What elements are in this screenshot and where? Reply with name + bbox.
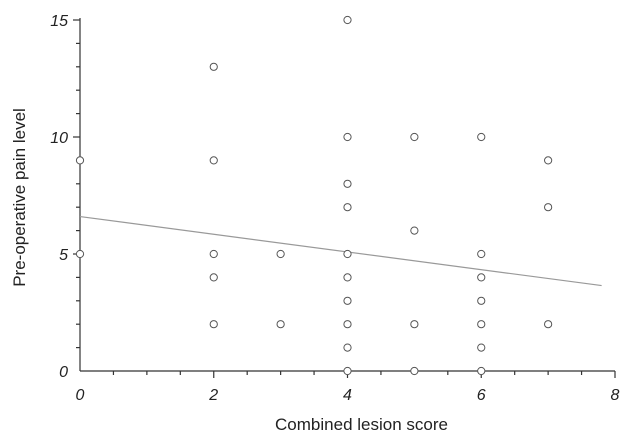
- data-point: [343, 366, 352, 376]
- data-point: [209, 156, 218, 165]
- axes: [79, 18, 615, 372]
- data-point: [410, 226, 419, 235]
- data-point: [343, 15, 352, 25]
- y-tick-label: 5: [59, 247, 68, 264]
- data-point: [477, 249, 486, 259]
- data-point: [343, 343, 352, 352]
- y-tick-label: 10: [50, 130, 68, 147]
- y-tick-label: 0: [59, 364, 68, 381]
- data-point: [209, 249, 218, 259]
- data-point: [75, 156, 85, 165]
- y-tick-label: 15: [50, 13, 68, 30]
- data-point: [276, 320, 285, 329]
- data-point: [410, 132, 419, 142]
- x-tick-label: 6: [477, 387, 486, 404]
- data-point: [343, 179, 352, 188]
- data-point: [477, 366, 486, 376]
- data-point: [477, 273, 486, 282]
- data-point: [276, 249, 285, 259]
- data-point: [477, 320, 486, 329]
- data-point: [544, 320, 553, 329]
- data-point: [343, 203, 352, 212]
- data-point: [75, 249, 85, 259]
- data-point: [343, 249, 352, 259]
- data-point: [209, 273, 218, 282]
- data-point: [410, 366, 419, 376]
- data-point: [477, 343, 486, 352]
- trend-line: [79, 215, 602, 287]
- data-points: [75, 15, 553, 376]
- data-point: [410, 320, 419, 329]
- data-point: [477, 132, 486, 142]
- data-point: [544, 156, 553, 165]
- tick-labels: 0 2 4 6 8 0 5 10 15: [50, 13, 619, 404]
- x-tick-label: 8: [611, 387, 620, 404]
- x-tick-label: 4: [343, 387, 352, 404]
- data-point: [343, 296, 352, 305]
- x-tick-label: 2: [208, 387, 218, 404]
- x-tick-label: 0: [76, 387, 85, 404]
- data-point: [343, 132, 352, 142]
- data-point: [209, 320, 218, 329]
- data-point: [209, 62, 218, 71]
- data-point: [544, 203, 553, 212]
- data-point: [343, 273, 352, 282]
- data-point: [477, 296, 486, 305]
- data-point: [343, 320, 352, 329]
- y-axis-title: Pre-operative pain level: [10, 108, 29, 287]
- x-axis-title: Combined lesion score: [275, 415, 448, 434]
